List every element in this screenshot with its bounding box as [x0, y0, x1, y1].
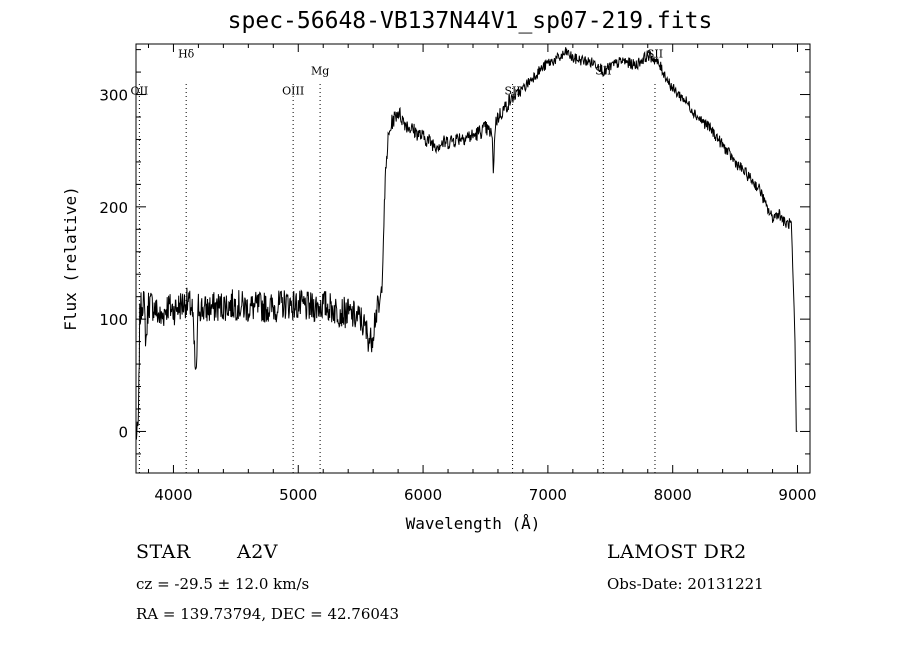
- y-tick-label: 0: [118, 423, 128, 441]
- spectral-line-label: OII: [131, 85, 149, 98]
- y-tick-label: 300: [99, 87, 128, 105]
- x-tick-label: 9000: [778, 486, 816, 504]
- x-axis-label: Wavelength (Å): [406, 514, 541, 533]
- y-tick-label: 100: [99, 311, 128, 329]
- x-tick-label: 6000: [404, 486, 442, 504]
- spectrum-series-line: [135, 47, 798, 440]
- x-tick-label: 8000: [654, 486, 692, 504]
- spectral-line-label: Mg: [311, 64, 329, 77]
- y-axis-label: Flux (relative): [61, 186, 80, 331]
- spectral-line-label: Hδ: [178, 47, 195, 60]
- coordinates-label: RA = 139.73794, DEC = 42.76043: [136, 605, 400, 623]
- spectral-line-label: SII: [504, 85, 520, 98]
- obs-date-label: Obs-Date: 20131221: [607, 575, 764, 593]
- x-tick-label: 5000: [279, 486, 317, 504]
- x-tick-label: 7000: [529, 486, 567, 504]
- plot-frame: [135, 43, 811, 474]
- spectral-line-label: OIII: [282, 85, 304, 98]
- y-tick-label: 200: [99, 199, 128, 217]
- object-class: STAR: [136, 541, 191, 563]
- survey-label: LAMOST DR2: [607, 541, 747, 563]
- x-tick-label: 4000: [154, 486, 192, 504]
- chart-title: spec-56648-VB137N44V1_sp07-219.fits: [227, 8, 713, 34]
- velocity-label: cz = -29.5 ± 12.0 km/s: [136, 575, 310, 593]
- object-subclass: A2V: [237, 541, 279, 563]
